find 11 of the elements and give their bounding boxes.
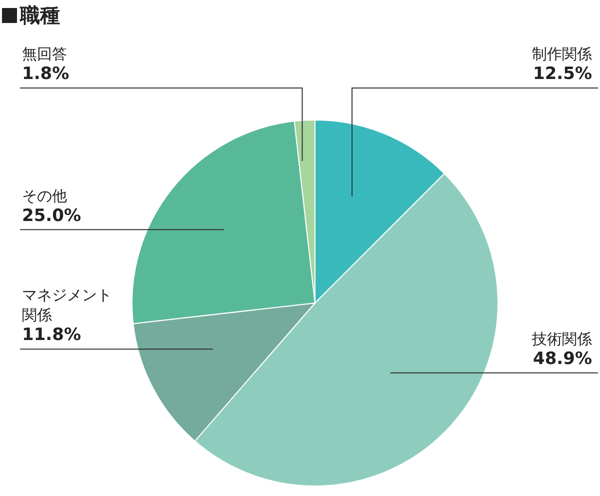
slice-label: その他 — [22, 186, 68, 206]
data-label: 25.0% — [22, 206, 82, 226]
chart-title: 職種 — [20, 2, 60, 29]
data-label: 1.8% — [22, 64, 70, 84]
data-label: 48.9% — [532, 348, 592, 369]
slice-label: 技術関係 — [531, 328, 592, 349]
slice-label: 無回答 — [22, 44, 68, 64]
data-label: 12.5% — [532, 64, 592, 84]
data-label: 11.8% — [22, 325, 82, 346]
slice-label: マネジメント関係 — [22, 285, 113, 326]
slice-label: 制作関係 — [531, 44, 592, 64]
